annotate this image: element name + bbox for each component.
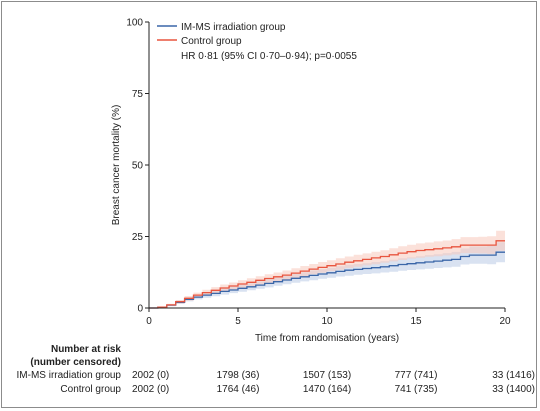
y-tick-label-0: 0 <box>137 304 143 315</box>
ci-band-0 <box>149 242 505 308</box>
x-tick-label-3: 15 <box>410 316 422 327</box>
y-tick-label-1: 25 <box>132 232 144 243</box>
risk-cell-0-1: 1798 (36) <box>217 370 260 381</box>
y-tick-label-2: 50 <box>132 161 144 172</box>
x-axis-label: Time from randomisation (years) <box>255 333 399 344</box>
risk-table: Number at risk (number censored) IM-MS i… <box>17 344 535 395</box>
risk-cell-1-2: 1470 (164) <box>303 384 351 395</box>
legend-label-control: Control group <box>181 36 242 47</box>
y-tick-label-4: 100 <box>126 18 143 29</box>
risk-cell-0-3: 777 (741) <box>395 370 438 381</box>
series-line-0 <box>149 251 505 309</box>
risk-table-title: Number at risk <box>51 344 121 355</box>
legend: IM-MS irradiation group Control group HR… <box>157 22 357 62</box>
risk-row-label-immsi: IM-MS irradiation group <box>17 370 122 381</box>
risk-cell-1-1: 1764 (46) <box>217 384 260 395</box>
hazard-ratio-annotation: HR 0·81 (95% CI 0·70–0·94); p=0·0055 <box>181 51 357 62</box>
y-axis-label: Breast cancer mortality (%) <box>111 105 122 226</box>
risk-cell-1-3: 741 (735) <box>395 384 438 395</box>
x-tick-label-0: 0 <box>146 316 152 327</box>
axis-ticks: 0 25 50 75 100 0 5 10 15 20 <box>126 18 511 328</box>
y-tick-label-3: 75 <box>132 89 144 100</box>
legend-label-immsi: IM-MS irradiation group <box>181 22 286 33</box>
risk-cell-1-0: 2002 (0) <box>132 384 169 395</box>
risk-table-subtitle: (number censored) <box>30 357 121 368</box>
risk-cell-1-4: 33 (1400) <box>492 384 535 395</box>
survival-lines <box>149 240 505 309</box>
risk-cell-0-4: 33 (1416) <box>492 370 535 381</box>
risk-cell-0-0: 2002 (0) <box>132 370 169 381</box>
x-tick-label-2: 10 <box>321 316 333 327</box>
risk-row-label-control: Control group <box>60 384 121 395</box>
series-line-1 <box>149 240 505 309</box>
x-tick-label-4: 20 <box>499 316 511 327</box>
risk-cell-0-2: 1507 (153) <box>303 370 351 381</box>
risk-cells: 2002 (0) 1798 (36) 1507 (153) 777 (741) 33 (… <box>132 370 535 395</box>
x-tick-label-1: 5 <box>235 316 241 327</box>
